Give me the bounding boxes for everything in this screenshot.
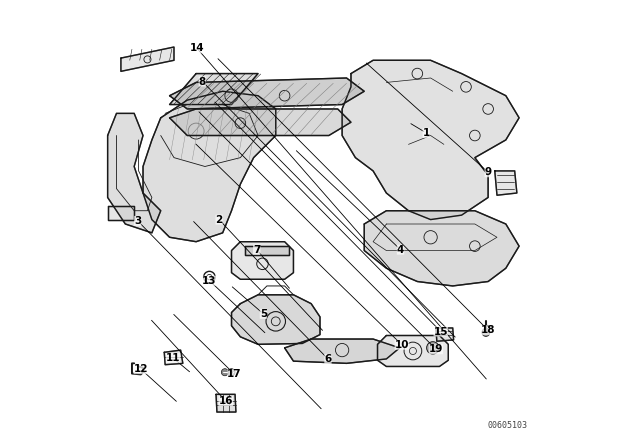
Text: 10: 10 xyxy=(395,340,409,350)
Text: 19: 19 xyxy=(429,344,443,354)
Polygon shape xyxy=(108,206,134,220)
Circle shape xyxy=(427,342,439,354)
Polygon shape xyxy=(216,394,236,412)
Polygon shape xyxy=(164,350,183,365)
Polygon shape xyxy=(232,242,294,279)
Polygon shape xyxy=(232,295,320,345)
Circle shape xyxy=(482,328,490,336)
Text: 13: 13 xyxy=(202,276,216,286)
Text: 3: 3 xyxy=(134,216,141,226)
Polygon shape xyxy=(436,328,454,341)
Circle shape xyxy=(228,369,235,376)
Polygon shape xyxy=(170,78,364,109)
Polygon shape xyxy=(121,47,174,71)
Polygon shape xyxy=(170,109,351,135)
Text: 15: 15 xyxy=(433,327,448,336)
Polygon shape xyxy=(342,60,519,220)
Text: 9: 9 xyxy=(484,167,492,177)
Text: 16: 16 xyxy=(218,396,233,406)
Text: 18: 18 xyxy=(481,325,495,335)
Text: 4: 4 xyxy=(397,245,404,254)
Text: 00605103: 00605103 xyxy=(488,421,528,430)
Text: 11: 11 xyxy=(166,353,180,363)
Polygon shape xyxy=(108,113,161,233)
Text: 17: 17 xyxy=(227,370,242,379)
Text: 12: 12 xyxy=(134,364,148,374)
Text: 1: 1 xyxy=(422,128,430,138)
Polygon shape xyxy=(285,339,399,363)
Polygon shape xyxy=(170,73,258,104)
Polygon shape xyxy=(143,91,276,242)
Circle shape xyxy=(221,369,228,376)
Text: 2: 2 xyxy=(216,215,223,224)
Polygon shape xyxy=(244,246,289,255)
Text: 7: 7 xyxy=(253,245,260,254)
Polygon shape xyxy=(364,211,519,286)
Polygon shape xyxy=(378,336,448,366)
Text: 6: 6 xyxy=(324,354,332,364)
Polygon shape xyxy=(495,171,517,195)
Text: 5: 5 xyxy=(260,309,267,319)
Text: 8: 8 xyxy=(198,77,206,86)
Text: 14: 14 xyxy=(189,43,204,53)
